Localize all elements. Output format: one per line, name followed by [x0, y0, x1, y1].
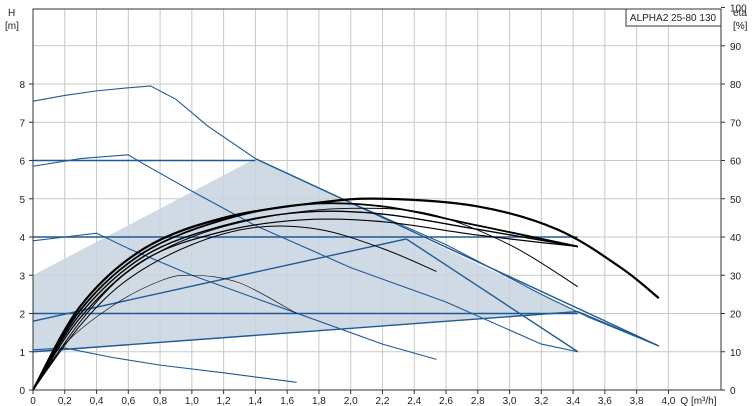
x-tick-label: 1,6 — [280, 396, 294, 406]
y-left-tick-label: 3 — [19, 271, 25, 282]
y-right-tick-label: 10 — [730, 348, 742, 359]
y-left-axis-ticks: 0 1 2 3 4 5 6 7 8 — [19, 80, 33, 397]
x-tick-label: 2,8 — [471, 396, 485, 406]
efficiency-curve — [32, 207, 579, 391]
y-right-tick-label: 60 — [730, 157, 742, 168]
x-tick-label: 1,8 — [312, 396, 326, 406]
head-curve — [32, 238, 407, 322]
x-tick-label: 4,0 — [661, 396, 675, 406]
x-tick-label: 3,6 — [598, 396, 612, 406]
y-right-tick-label: 80 — [730, 80, 742, 91]
y-left-tick-label: 5 — [19, 195, 25, 206]
efficiency-curve — [32, 218, 578, 391]
x-tick-label: 2,4 — [407, 396, 421, 406]
head-curve — [255, 157, 660, 347]
head-curve — [32, 347, 297, 383]
y-left-tick-label: 8 — [19, 80, 25, 91]
legend-box — [625, 8, 722, 27]
head-curve — [32, 85, 660, 347]
y-left-unit: [m] — [5, 21, 19, 32]
x-tick-label: 2,2 — [376, 396, 390, 406]
x-tick-label: 1,2 — [217, 396, 231, 406]
x-tick-label: 3,0 — [503, 396, 517, 406]
x-tick-label: 1,4 — [248, 396, 262, 406]
x-tick-label: 2,0 — [344, 396, 358, 406]
x-tick-label: 3,8 — [630, 396, 644, 406]
y-right-tick-label: 90 — [730, 42, 742, 53]
head-curve — [405, 238, 579, 353]
x-axis-ticks: 0 0,2 0,4 0,6 0,8 1,0 1,2 1,4 1,6 1,8 2,0 2,2 2,4 2,6… — [30, 390, 717, 406]
y-left-tick-label: 6 — [19, 157, 25, 168]
x-tick-label: 3,2 — [534, 396, 548, 406]
x-tick-label: 0,2 — [58, 396, 72, 406]
x-tick-label: 1,0 — [185, 396, 199, 406]
y-left-tick-label: 2 — [19, 310, 25, 321]
efficiency-curve — [32, 202, 579, 391]
efficiency-curves — [32, 197, 660, 391]
x-tick-label: 0,4 — [90, 396, 104, 406]
x-tick-label: 0,8 — [153, 396, 167, 406]
efficiency-curve — [32, 274, 297, 391]
efficiency-curve — [32, 197, 660, 391]
plot-frame — [32, 8, 722, 391]
operating-area — [33, 158, 578, 352]
y-right-tick-label: 0 — [730, 386, 736, 397]
y-right-label: eta — [733, 8, 747, 19]
y-right-tick-label: 70 — [730, 118, 742, 129]
y-left-label: H — [8, 8, 15, 19]
x-tick-label: 0 — [30, 396, 36, 406]
y-right-axis-ticks: 0 10 20 30 40 50 60 70 80 90 100 — [721, 4, 747, 397]
x-axis-label: Q [m³/h] — [680, 396, 716, 406]
y-left-tick-label: 7 — [19, 118, 25, 129]
y-right-tick-label: 30 — [730, 271, 742, 282]
y-right-tick-label: 100 — [730, 4, 747, 15]
y-right-tick-label: 40 — [730, 233, 742, 244]
head-curves — [32, 85, 660, 383]
y-left-tick-label: 1 — [19, 348, 25, 359]
chart-title: ALPHA2 25-80 130 — [630, 13, 717, 24]
head-curve — [32, 154, 578, 353]
y-left-tick-label: 0 — [19, 386, 25, 397]
y-right-unit: [%] — [733, 21, 748, 32]
x-tick-label: 2,6 — [439, 396, 453, 406]
efficiency-curve — [32, 210, 578, 391]
x-tick-label: 0,6 — [121, 396, 135, 406]
y-right-tick-label: 50 — [730, 195, 742, 206]
efficiency-curve — [32, 225, 437, 391]
head-curve — [32, 310, 578, 353]
x-tick-label: 3,4 — [566, 396, 580, 406]
y-left-tick-label: 4 — [19, 233, 25, 244]
head-curve — [577, 310, 660, 347]
y-right-tick-label: 20 — [730, 310, 742, 321]
